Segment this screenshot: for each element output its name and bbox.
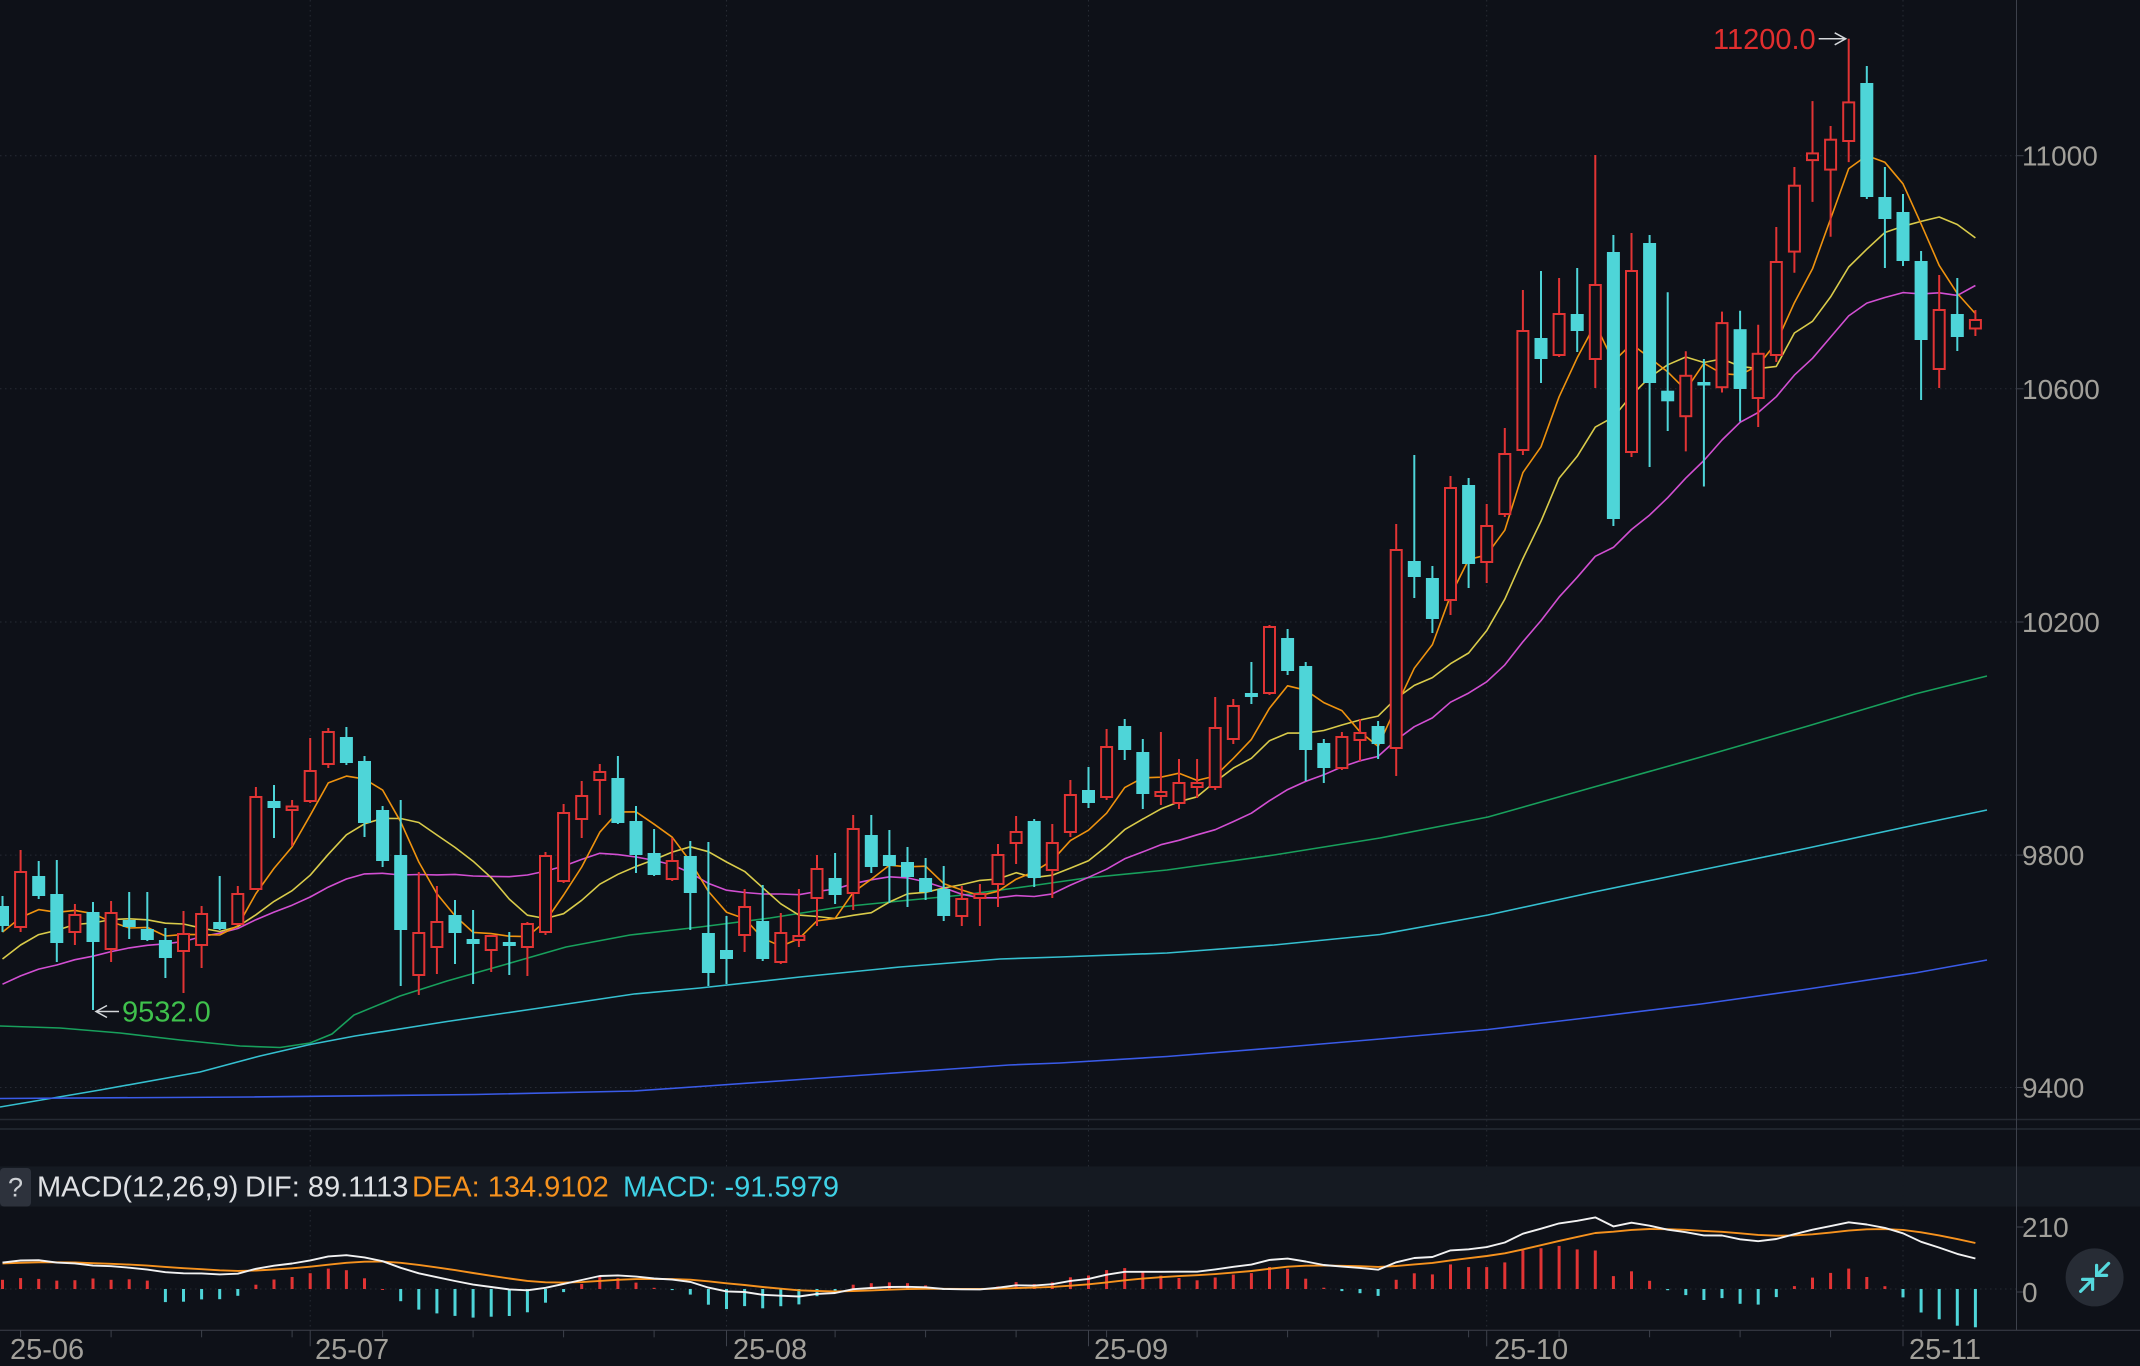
svg-text:MACD: -91.5979: MACD: -91.5979 xyxy=(623,1172,839,1204)
svg-text:0: 0 xyxy=(2022,1277,2038,1308)
svg-text:9800: 9800 xyxy=(2022,840,2084,871)
svg-text:9400: 9400 xyxy=(2022,1073,2084,1104)
svg-text:25-11: 25-11 xyxy=(1909,1334,1981,1366)
svg-text:25-09: 25-09 xyxy=(1094,1334,1168,1366)
svg-text:9532.0: 9532.0 xyxy=(122,997,211,1029)
svg-text:25-07: 25-07 xyxy=(315,1334,389,1366)
svg-text:?: ? xyxy=(8,1173,23,1203)
svg-text:210: 210 xyxy=(2022,1212,2069,1243)
svg-text:25-06: 25-06 xyxy=(10,1334,84,1366)
svg-text:DIF: 89.1113: DIF: 89.1113 xyxy=(245,1172,408,1204)
svg-text:25-08: 25-08 xyxy=(733,1334,807,1366)
svg-text:11000: 11000 xyxy=(2022,141,2098,172)
svg-text:10200: 10200 xyxy=(2022,607,2100,638)
svg-text:MACD(12,26,9): MACD(12,26,9) xyxy=(37,1172,238,1204)
svg-text:DEA: 134.9102: DEA: 134.9102 xyxy=(412,1172,609,1204)
svg-text:10600: 10600 xyxy=(2022,374,2100,405)
svg-text:11200.0: 11200.0 xyxy=(1713,24,1816,56)
svg-text:25-10: 25-10 xyxy=(1494,1334,1568,1366)
